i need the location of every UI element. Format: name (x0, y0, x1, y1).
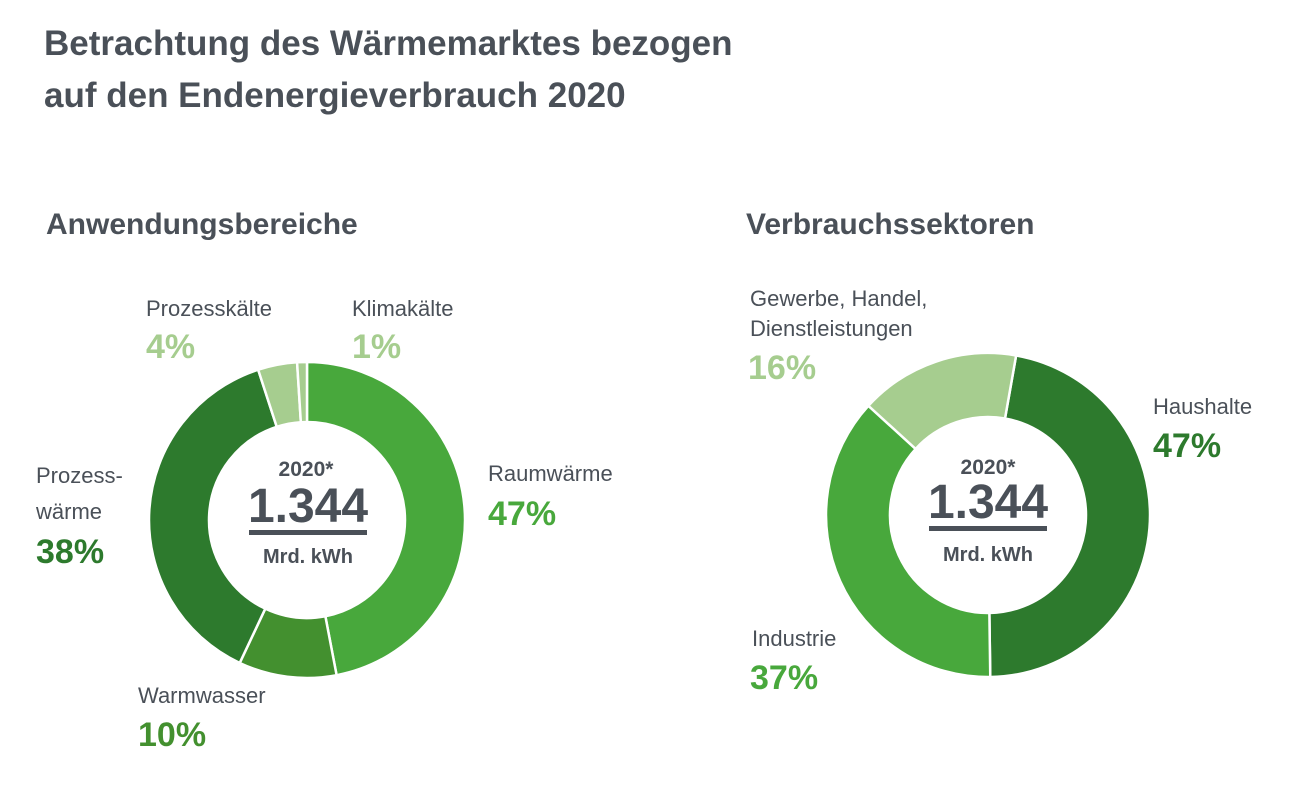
chart-1-slice-0 (305, 360, 467, 677)
chart-2-slice-1 (824, 403, 992, 679)
pct-klimakaelte: 1% (352, 328, 402, 366)
chart-2-center-unit: Mrd. kWh (943, 544, 1033, 566)
pct-warmwasser: 10% (138, 716, 207, 754)
chart-1-title: Anwendungsbereiche (46, 208, 358, 241)
label-prozesskaelte: Prozesskälte (146, 296, 272, 321)
chart-2-center-year: 2020* (961, 456, 1017, 479)
label-haushalte: Haushalte (1153, 394, 1253, 419)
chart-1-center-unit: Mrd. kWh (263, 546, 353, 568)
chart-2-slice-0 (988, 354, 1152, 679)
chart-2-slices (824, 351, 1152, 679)
label-industrie: Industrie (752, 626, 837, 651)
chart-1-slice-2 (147, 368, 279, 665)
chart-2-slice-2 (866, 351, 1018, 451)
label-ghd-1: Gewerbe, Handel, (750, 286, 928, 311)
page-title: Betrachtung des Wärmemarktes bezogen auf… (44, 18, 733, 122)
label-prozesswaerme-1: Prozess- (36, 463, 123, 488)
chart-1-slices (147, 360, 467, 680)
pct-raumwaerme: 47% (488, 495, 557, 533)
chart-1-center-value: 1.344 (248, 480, 368, 533)
title-line-1: Betrachtung des Wärmemarktes bezogen (44, 24, 733, 63)
title-line-2: auf den Endenergieverbrauch 2020 (44, 76, 626, 115)
pct-prozesskaelte: 4% (146, 328, 196, 366)
chart-1-slice-4 (295, 360, 309, 424)
label-warmwasser: Warmwasser (138, 683, 266, 708)
label-ghd-2: Dienstleistungen (750, 316, 913, 341)
pct-prozesswaerme: 38% (36, 533, 105, 571)
chart-1-center-underline (249, 530, 367, 535)
chart-2-title: Verbrauchssektoren (746, 208, 1035, 241)
pct-industrie: 37% (750, 659, 819, 697)
pct-ghd: 16% (748, 349, 817, 387)
chart-2-center-value: 1.344 (928, 476, 1048, 529)
label-prozesswaerme-2: wärme (36, 499, 103, 524)
pct-haushalte: 47% (1153, 427, 1222, 465)
label-klimakaelte: Klimakälte (352, 296, 454, 321)
chart-2-center-underline (929, 526, 1047, 531)
label-raumwaerme: Raumwärme (488, 461, 613, 486)
chart-1-center-year: 2020* (279, 458, 335, 481)
